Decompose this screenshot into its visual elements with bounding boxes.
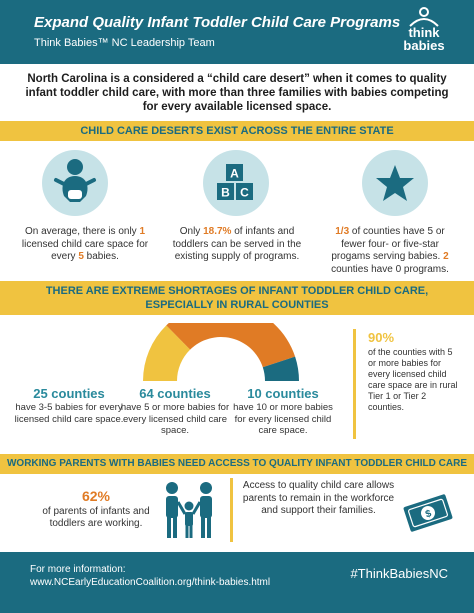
count-10-counties: 10 counties have 10 or more babies for e… [229,386,337,437]
footer-info-label: For more information: [30,564,126,575]
page-title: Expand Quality Infant Toddler Child Care… [34,14,401,31]
count-64-number: 64 counties [139,386,211,401]
gauge-segment-10 [262,356,299,381]
count-25-desc: have 3-5 babies for every licensed child… [14,402,124,425]
rural-desc: of the counties with 5 or more babies fo… [368,347,458,412]
stat3-text-b: counties have 0 programs. [331,263,449,275]
footer-hashtag: #ThinkBabiesNC [350,566,448,581]
footer: For more information: www.NCEarlyEducati… [0,552,474,613]
dollar-sign: $ [424,508,433,520]
stat1-highlight-1: 1 [139,226,146,237]
block-letter-c: C [240,186,249,200]
section-heading-deserts: CHILD CARE DESERTS EXIST ACROSS THE ENTI… [0,121,474,141]
stat1-highlight-5: 5 [78,251,84,262]
logo-text-think: think [408,25,440,40]
think-babies-logo: think babies [396,4,452,60]
stat1-text-a: On average, there is only [24,226,140,237]
count-25-number: 25 counties [33,386,105,401]
stat3-highlight-fraction: 1/3 [335,226,350,237]
county-shortage-gauge [143,323,299,381]
access-statement: Access to quality child care allows pare… [230,478,396,542]
abc-blocks-icon: A B C [217,164,253,200]
count-64-desc: have 5 or more babies for every licensed… [120,402,230,436]
stat2-highlight-pct: 18.7% [203,226,232,237]
gauge-segment-64 [166,323,296,368]
money-icon: $ [403,494,453,532]
working-parents-stat: 62% of parents of infants and toddlers a… [36,486,156,530]
block-letter-b: B [221,186,230,200]
block-letter-a: A [230,167,239,181]
stat3-text-a: of counties have 5 or fewer four- or fiv… [331,226,445,262]
stat-infants-served: Only 18.7% of infants and toddlers can b… [170,226,304,264]
header: Expand Quality Infant Toddler Child Care… [0,0,474,64]
footer-info-link[interactable]: www.NCEarlyEducationCoalition.org/think-… [30,577,271,588]
count-25-counties: 25 counties have 3-5 babies for every li… [14,386,124,425]
count-10-number: 10 counties [247,386,319,401]
baby-icon [54,159,96,202]
rural-counties-callout: 90% of the counties with 5 or more babie… [353,329,461,439]
stat3-highlight-2: 2 [443,251,449,262]
stat2-text-b: of infants and toddlers can be served in… [172,226,302,262]
rural-percent: 90% [368,330,395,345]
section-heading-shortages: THERE ARE EXTREME SHORTAGES OF INFANT TO… [0,281,474,315]
stat-star-programs: 1/3 of counties have 5 or fewer four- or… [322,226,458,276]
count-10-desc: have 10 or more babies for every license… [233,402,333,436]
section-heading-working-parents: WORKING PARENTS WITH BABIES NEED ACCESS … [0,454,474,474]
gauge-segment-25 [143,325,191,381]
working-parents-desc: of parents of infants and toddlers are w… [42,506,150,529]
logo-text-babies: babies [403,38,445,53]
page-subtitle: Think Babies™ NC Leadership Team [34,37,215,49]
stat1-text-c: babies. [83,251,119,262]
star-icon [376,165,414,201]
working-parents-percent: 62% [81,488,111,504]
stat1-text-b: licensed child care space for every [21,238,149,263]
family-icon [166,482,212,538]
stat2-text-a: Only [179,226,204,237]
count-64-counties: 64 counties have 5 or more babies for ev… [120,386,230,437]
shortages-heading-line1: THERE ARE EXTREME SHORTAGES OF INFANT TO… [45,285,429,297]
intro-statement: North Carolina is a considered a “child … [25,73,449,113]
stat-licensed-space: On average, there is only 1 licensed chi… [18,226,152,264]
logo-rattle-icon [409,7,439,27]
shortages-heading-line2: ESPECIALLY IN RURAL COUNTIES [145,299,329,311]
